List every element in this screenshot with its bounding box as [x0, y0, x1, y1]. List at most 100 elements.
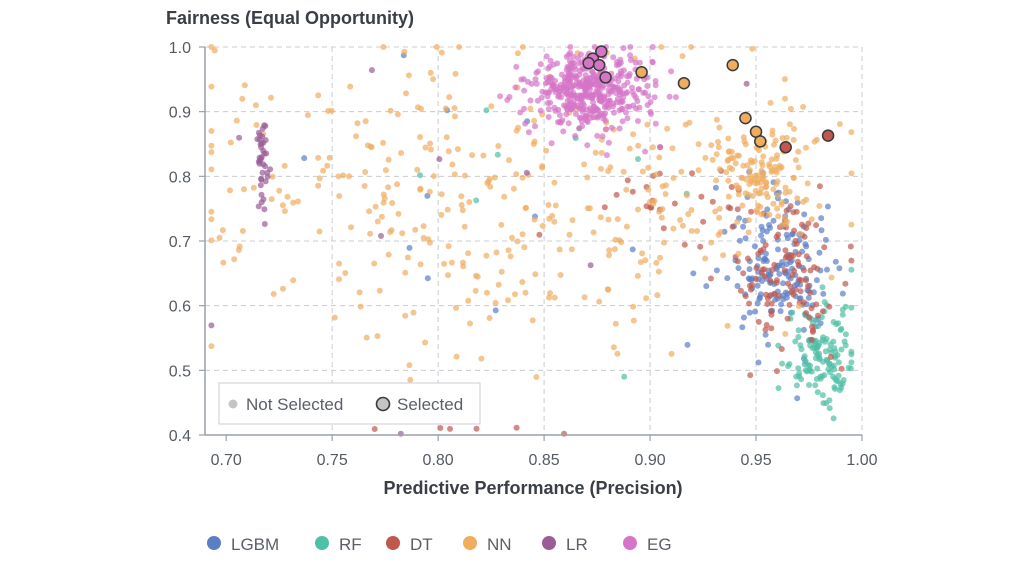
selected-point: [726, 58, 739, 72]
data-point: [599, 133, 606, 140]
data-point: [746, 282, 753, 289]
data-point: [643, 295, 650, 302]
data-point: [301, 155, 308, 162]
data-point: [258, 144, 265, 151]
data-point: [820, 400, 827, 407]
data-point: [713, 151, 720, 158]
data-point: [812, 349, 819, 356]
data-point: [762, 184, 769, 191]
data-point: [446, 94, 453, 101]
data-point: [621, 373, 628, 380]
data-point: [792, 338, 799, 345]
data-point: [729, 223, 736, 230]
data-point: [789, 271, 796, 278]
data-point: [259, 169, 266, 176]
data-point: [787, 283, 794, 290]
data-point: [800, 103, 807, 110]
data-point: [506, 157, 512, 164]
data-point: [841, 338, 848, 345]
data-point: [458, 193, 465, 200]
data-point: [734, 218, 741, 225]
data-point: [787, 254, 793, 261]
data-point: [816, 183, 823, 190]
data-point: [836, 387, 843, 394]
data-point: [811, 138, 818, 145]
data-point: [614, 95, 621, 102]
data-point: [836, 265, 843, 272]
data-point: [527, 97, 534, 104]
data-point: [713, 177, 720, 184]
data-point: [739, 174, 746, 181]
data-point: [261, 122, 268, 129]
data-point: [414, 166, 421, 173]
data-point: [487, 183, 494, 190]
legend-marker-lr: [542, 536, 556, 550]
data-point: [264, 169, 271, 176]
data-point: [802, 241, 809, 248]
data-point: [746, 266, 753, 273]
data-point: [255, 203, 262, 210]
data-point: [380, 44, 387, 50]
data-point: [354, 120, 361, 127]
data-point: [406, 362, 413, 369]
data-point: [569, 217, 576, 224]
data-point: [751, 158, 758, 165]
data-point: [795, 164, 802, 171]
data-point: [763, 258, 770, 264]
data-point: [220, 259, 227, 266]
data-point: [566, 231, 573, 238]
data-point: [594, 132, 601, 139]
data-point: [805, 220, 812, 227]
data-point: [494, 151, 501, 158]
data-point: [556, 246, 563, 253]
data-point: [756, 190, 762, 197]
data-point: [603, 152, 610, 159]
data-point: [570, 53, 577, 60]
data-point: [268, 196, 275, 203]
data-point: [624, 115, 631, 122]
data-point: [380, 139, 387, 146]
data-point: [219, 227, 226, 234]
data-point: [739, 324, 746, 331]
data-point: [797, 230, 804, 237]
selected-point: [592, 58, 606, 72]
data-point: [532, 123, 538, 130]
data-point: [211, 47, 218, 54]
data-point: [256, 160, 263, 167]
data-point: [208, 343, 215, 350]
data-point: [848, 304, 855, 311]
data-point: [716, 214, 723, 221]
data-point: [796, 303, 802, 310]
data-point: [779, 360, 786, 367]
data-point: [740, 162, 747, 169]
data-point: [790, 174, 797, 181]
data-point: [755, 359, 762, 366]
data-point: [545, 202, 552, 208]
data-point: [533, 80, 540, 87]
data-point: [507, 253, 514, 260]
data-point: [407, 376, 414, 383]
data-point: [658, 44, 665, 50]
data-point: [284, 193, 291, 200]
data-point: [519, 231, 526, 238]
data-point: [513, 424, 520, 431]
data-point: [727, 205, 734, 212]
data-point: [826, 303, 833, 310]
data-point: [754, 300, 761, 307]
data-point: [742, 235, 749, 242]
data-point: [622, 109, 629, 116]
data-point: [353, 133, 359, 140]
data-point: [316, 175, 323, 182]
data-point: [536, 231, 543, 238]
data-point: [795, 251, 802, 258]
data-point: [378, 213, 385, 220]
data-point: [430, 173, 437, 180]
data-point: [758, 211, 765, 218]
data-point: [725, 135, 732, 142]
data-point: [630, 303, 637, 310]
data-point: [790, 136, 797, 143]
data-point: [764, 194, 771, 201]
data-point: [788, 289, 795, 296]
data-point: [773, 277, 780, 284]
data-point: [426, 188, 433, 195]
